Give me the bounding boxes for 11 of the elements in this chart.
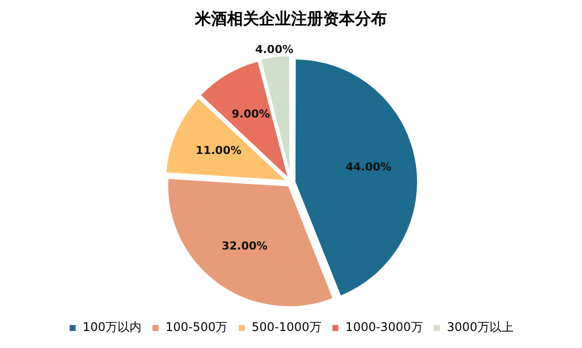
legend-label: 3000万以上 [446,320,514,334]
data-label: 9.00% [232,108,270,121]
legend-label: 100万以内 [82,320,142,334]
chart-title: 米酒相关企业注册资本分布 [194,8,387,28]
data-label: 44.00% [346,160,392,174]
data-label: 32.00% [222,239,268,252]
data-label: 11.00% [196,144,242,158]
legend-label: 100-500万 [166,320,228,334]
data-label: 4.00% [255,43,294,56]
legend-label: 1000-3000万 [345,320,423,334]
legend-label: 500-1000万 [252,320,322,334]
